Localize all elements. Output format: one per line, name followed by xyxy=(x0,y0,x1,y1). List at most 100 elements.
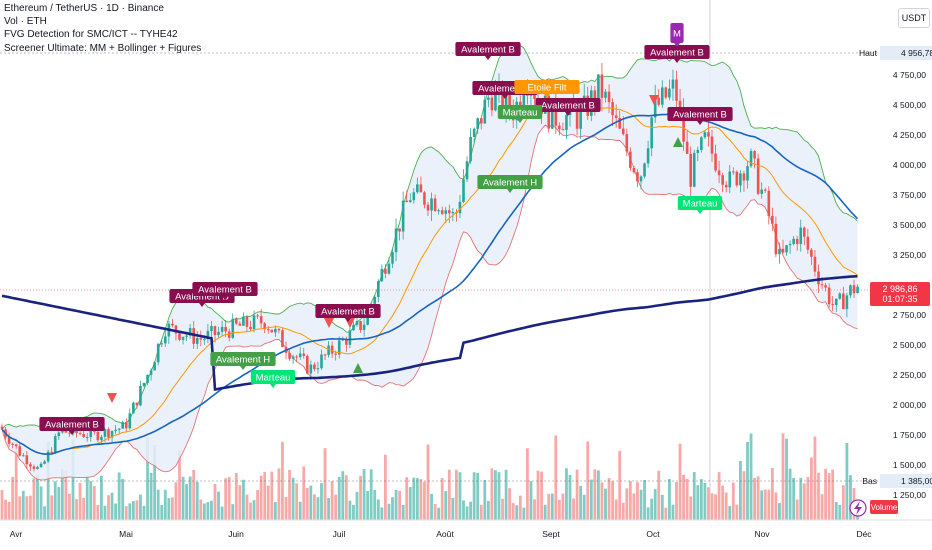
candlesticks xyxy=(0,62,859,472)
price-tick-label: 1 750,00 xyxy=(893,430,926,440)
volume-bar xyxy=(270,471,274,520)
candle xyxy=(799,219,803,252)
pattern-label[interactable]: Marteau xyxy=(250,370,296,388)
volume-bar xyxy=(682,474,685,520)
pattern-label[interactable]: Marteau xyxy=(677,196,723,214)
pattern-label[interactable]: Avalement H xyxy=(210,352,276,370)
current-price-value: 2 986,86 xyxy=(882,284,917,294)
candle xyxy=(408,193,412,203)
candle xyxy=(313,362,316,372)
volume-bar xyxy=(632,493,636,520)
candle xyxy=(245,315,249,333)
pattern-label[interactable]: Avalement B xyxy=(315,304,381,322)
volume-bar xyxy=(806,477,810,520)
pattern-label[interactable]: Avalement B xyxy=(667,107,733,125)
currency-button[interactable]: USDT xyxy=(898,8,930,28)
candle xyxy=(749,148,753,168)
candle xyxy=(440,206,444,216)
candle xyxy=(763,187,767,193)
pattern-label[interactable]: Avalement B xyxy=(644,45,710,63)
countdown-timer: 01:07:35 xyxy=(882,294,917,304)
pattern-label[interactable]: Avalement B xyxy=(192,282,258,300)
volume-bar xyxy=(710,493,714,520)
candle xyxy=(11,442,14,449)
candle xyxy=(14,444,18,449)
pattern-label[interactable]: Avalement B xyxy=(535,98,601,116)
indicator-volume[interactable]: Vol · ETH xyxy=(4,16,47,28)
volume-bar xyxy=(146,437,149,520)
price-tick-label: 1 500,00 xyxy=(893,460,926,470)
indicator-fvg[interactable]: FVG Detection for SMC/ICT -- TYHE42 xyxy=(4,29,178,41)
volume-bar xyxy=(320,483,323,520)
candle xyxy=(288,348,291,361)
candle xyxy=(685,129,689,154)
candle xyxy=(735,170,739,188)
candle xyxy=(78,430,82,436)
candle xyxy=(703,130,707,139)
volume-bar xyxy=(735,504,739,520)
candle xyxy=(298,346,302,360)
volume-bar xyxy=(685,478,689,520)
volume-bar xyxy=(675,481,678,520)
candle xyxy=(355,318,359,327)
candle xyxy=(760,182,763,199)
volume-bar xyxy=(515,505,519,520)
volume-bar xyxy=(135,500,139,520)
high-tag-label: Haut xyxy=(859,48,878,58)
volume-bar xyxy=(153,444,157,520)
volume-bar xyxy=(526,448,529,520)
volume-bar xyxy=(131,501,135,520)
volume-bar xyxy=(792,477,796,520)
volume-bar xyxy=(518,495,522,520)
candle xyxy=(739,170,742,193)
candle xyxy=(217,326,220,339)
volume-bar xyxy=(497,472,501,520)
candle xyxy=(39,461,43,468)
candle xyxy=(472,127,476,143)
candle xyxy=(22,452,25,457)
candle xyxy=(32,464,36,472)
pattern-label-text: Avalement H xyxy=(483,178,537,189)
candle xyxy=(448,204,451,223)
volume-bar xyxy=(412,477,416,520)
pattern-label[interactable]: Etoile Filt xyxy=(514,80,580,98)
volume-bar xyxy=(18,496,22,520)
indicator-screener[interactable]: Screener Ultimate: MM + Bollinger + Figu… xyxy=(4,42,202,54)
candle xyxy=(263,322,266,334)
symbol-title[interactable]: Ethereum / TetherUS · 1D · Binance xyxy=(4,3,164,14)
volume-bar xyxy=(64,470,68,520)
candle xyxy=(416,177,419,194)
volume-bar xyxy=(266,485,270,520)
volume-bar xyxy=(540,471,543,520)
pattern-label-text: Avalement B xyxy=(321,307,375,318)
candle xyxy=(29,462,32,471)
pattern-label[interactable]: Avalement B xyxy=(455,42,521,60)
volume-bar xyxy=(82,497,86,520)
pattern-label[interactable]: M xyxy=(670,23,684,47)
volume-bar xyxy=(664,507,668,520)
volume-bar xyxy=(760,490,764,520)
volume-bar xyxy=(501,498,504,520)
candle xyxy=(795,235,799,251)
volume-bar xyxy=(536,470,540,520)
candle xyxy=(121,420,124,429)
volume-bar xyxy=(188,476,192,520)
candle xyxy=(124,418,128,433)
candle xyxy=(774,216,778,258)
candle xyxy=(664,86,668,100)
pattern-label[interactable]: Avalement B xyxy=(39,417,105,435)
volume-bar xyxy=(202,503,206,520)
volume-bar xyxy=(110,492,114,520)
volume-bar xyxy=(348,500,352,520)
candle xyxy=(178,332,181,342)
pattern-label[interactable]: Marteau xyxy=(497,105,543,123)
candle xyxy=(337,336,341,359)
candle xyxy=(270,329,274,333)
volume-bar xyxy=(483,479,487,520)
pattern-label[interactable]: Avalement H xyxy=(477,175,543,193)
lightning-icon[interactable] xyxy=(849,499,867,517)
candle xyxy=(405,190,408,203)
candle xyxy=(135,402,139,409)
volume-bar xyxy=(508,488,512,520)
